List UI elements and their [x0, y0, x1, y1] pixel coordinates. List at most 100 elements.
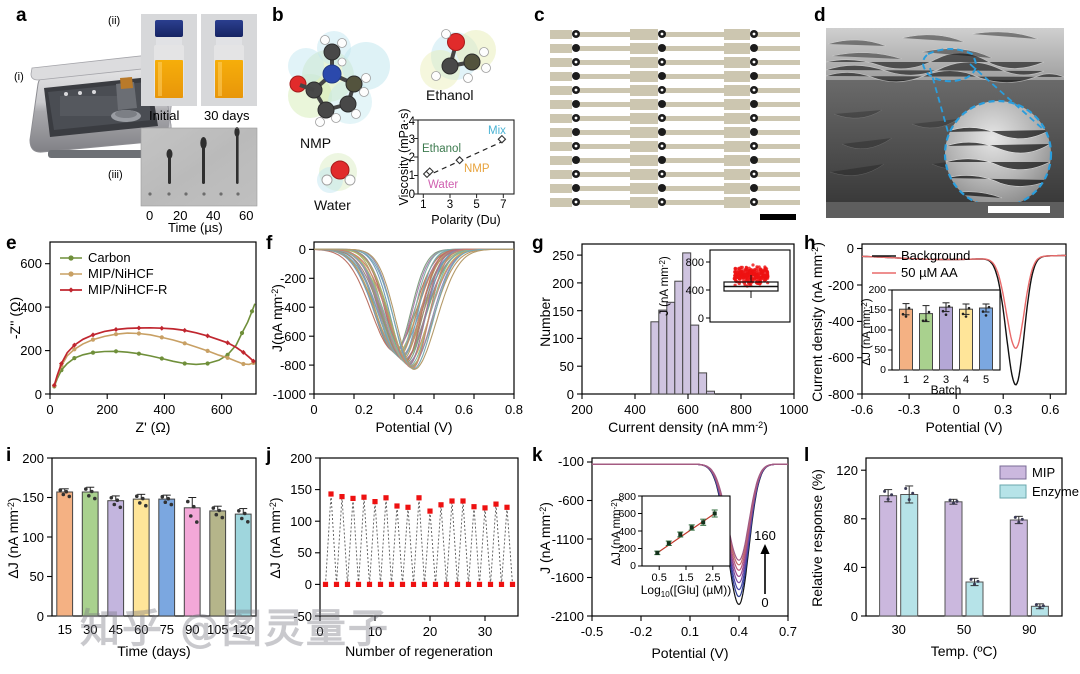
- g-ytick-100: 100: [552, 331, 574, 346]
- l-ytick-40: 40: [844, 560, 858, 575]
- e-series-mip-nihcf-r: [53, 326, 254, 386]
- j-ytick-200: 200: [290, 451, 312, 466]
- i-xtick-120: 120: [232, 622, 254, 637]
- molecule-ethanol-label: Ethanol: [426, 87, 473, 103]
- vial-photo-initial: [141, 14, 197, 106]
- a-xaxis-label: Time (µs): [168, 220, 223, 235]
- panel-a-graphics: (i) (ii): [14, 14, 258, 235]
- f-ytick-m1000: -1000: [273, 387, 306, 402]
- i-bars: [56, 486, 252, 617]
- k-inset-chart: 0 200 400 600 800 0.5 1.5 2.5 Log10([Glu…: [610, 491, 731, 599]
- inkjet-printer-photo: [29, 53, 176, 158]
- a-xtick-0: 0: [146, 208, 153, 223]
- b-point-label-mix: Mix: [488, 125, 506, 137]
- f-xtick-02: 0.2: [355, 402, 373, 417]
- h-xtick-03: 0.3: [994, 402, 1012, 417]
- panel-b-label: b: [272, 5, 284, 26]
- i-ytick-200: 200: [22, 451, 44, 466]
- b-ytick-2: 2: [409, 152, 415, 164]
- l-legend-enzyme: Enzyme: [1032, 484, 1079, 499]
- b-xtick-3: 3: [447, 199, 453, 211]
- g-ytick-150: 150: [552, 304, 574, 319]
- k-arrow-top-label: 160: [754, 528, 776, 543]
- i-xtick-90: 90: [185, 622, 199, 637]
- panel-d-scalebar: [988, 206, 1050, 213]
- f-ytick-m200: -200: [280, 271, 306, 286]
- i-xtick-60: 60: [134, 622, 148, 637]
- j-ytick-150: 150: [290, 482, 312, 497]
- h-plot-frame: [861, 243, 1067, 395]
- b-point-label-nmp: NMP: [464, 163, 490, 175]
- h-legend-aa: 50 µM AA: [901, 265, 958, 280]
- h-inset-xlabel: Batch: [931, 383, 962, 397]
- k-inset-xlabel: Log10([Glu] (µM)): [641, 583, 732, 599]
- h-inset-ytick-100: 100: [868, 324, 886, 336]
- i-xtick-45: 45: [109, 622, 123, 637]
- panel-f: f 0 -200 -400 -600 -800 -1000 0: [262, 232, 530, 442]
- e-xaxis-label: Z' (Ω): [136, 419, 171, 435]
- panel-c: c {}: [532, 4, 808, 232]
- h-inset-xtick-5: 5: [983, 374, 989, 386]
- g-xaxis-label: Current density (nA mm-2): [608, 419, 768, 435]
- f-xtick-06: 0.6: [455, 402, 473, 417]
- e-legend-carbon: Carbon: [88, 250, 131, 265]
- vial-initial-caption: Initial: [149, 108, 179, 123]
- g-inset-ytick-800: 800: [686, 257, 704, 269]
- k-inset-xtick-25: 2.5: [705, 572, 720, 584]
- panel-l-chart: MIP Enzyme 0 40 80 120 30 50 90 Temp. (ºC)…: [809, 457, 1079, 659]
- k-inset-ylabel: ΔJ (nA mm-2): [610, 498, 623, 565]
- g-ytick-250: 250: [552, 248, 574, 263]
- h-inset-ylabel: ΔJ (nA mm-2): [860, 298, 873, 365]
- h-inset-ytick-150: 150: [868, 304, 886, 316]
- e-ytick-200: 200: [20, 343, 42, 358]
- g-xtick-600: 600: [677, 402, 699, 417]
- l-ytick-120: 120: [836, 463, 858, 478]
- panel-j-chart: -50 0 50 100 150 200 0 10 20 30 Number o…: [267, 451, 519, 659]
- f-xtick-08: 0.8: [505, 402, 523, 417]
- k-inset-ytick-0: 0: [630, 560, 636, 572]
- f-ytick-m600: -600: [280, 329, 306, 344]
- j-ytick-0: 0: [305, 577, 312, 592]
- f-yaxis-text: J(nA mm: [269, 297, 285, 352]
- panel-l: l MIP Enzyme 0 40 80 120 30 50 90 Temp. (º…: [800, 444, 1080, 674]
- f-ytick-0: 0: [299, 242, 306, 257]
- vial-photo-30days: [201, 14, 257, 106]
- k-ytick-m600: -600: [558, 493, 584, 508]
- f-xaxis-label: Potential (V): [375, 419, 452, 435]
- f-yaxis-label: J(nA mm-2): [269, 284, 285, 352]
- panel-a: a (i): [8, 4, 270, 235]
- panel-j: j -50 0 50 100 150 200 0 10 2: [262, 444, 530, 674]
- h-legend-background: Background: [901, 248, 970, 263]
- h-ytick-m800: -800: [828, 387, 854, 402]
- g-xtick-1000: 1000: [780, 402, 809, 417]
- panel-i-chart: 0 50 100 150 200 15 30 45 60 75 90 105 120 Time…: [5, 451, 257, 659]
- i-xtick-30: 30: [83, 622, 97, 637]
- g-ytick-0: 0: [567, 387, 574, 402]
- h-inset-ytick-200: 200: [868, 284, 886, 296]
- sem-cross-section-image: [825, 28, 1065, 218]
- i-ytick-50: 50: [30, 569, 44, 584]
- panel-b: b: [270, 4, 530, 232]
- panel-e-label: e: [6, 233, 17, 254]
- h-ytick-m400: -400: [828, 314, 854, 329]
- b-inset-points: [422, 134, 507, 179]
- droplet-strobe-image: [140, 127, 258, 207]
- g-inset-chart: 0 400 800 J (nA mm-2): [658, 249, 791, 325]
- i-ytick-150: 150: [22, 490, 44, 505]
- h-xtick-0: 0: [953, 402, 960, 417]
- molecule-ethanol: Ethanol: [420, 29, 496, 103]
- j-xtick-0: 0: [316, 624, 323, 639]
- b-inset-ylabel: Viscosity (mPa·s): [397, 108, 411, 205]
- l-ytick-80: 80: [844, 512, 858, 527]
- h-xtick-06: 0.6: [1041, 402, 1059, 417]
- k-xtick-m02: -0.2: [630, 624, 652, 639]
- g-xtick-200: 200: [571, 402, 593, 417]
- g-ytick-50: 50: [560, 359, 574, 374]
- f-xtick-04: 0.4: [405, 402, 423, 417]
- k-ytick-m1600: -1600: [551, 570, 584, 585]
- k-inset-xtick-05: 0.5: [652, 572, 667, 584]
- g-yaxis-label: Number: [537, 297, 553, 347]
- k-concentration-arrow: 160 0: [754, 528, 776, 610]
- k-concentration-curves: [592, 463, 788, 606]
- j-xtick-30: 30: [478, 624, 492, 639]
